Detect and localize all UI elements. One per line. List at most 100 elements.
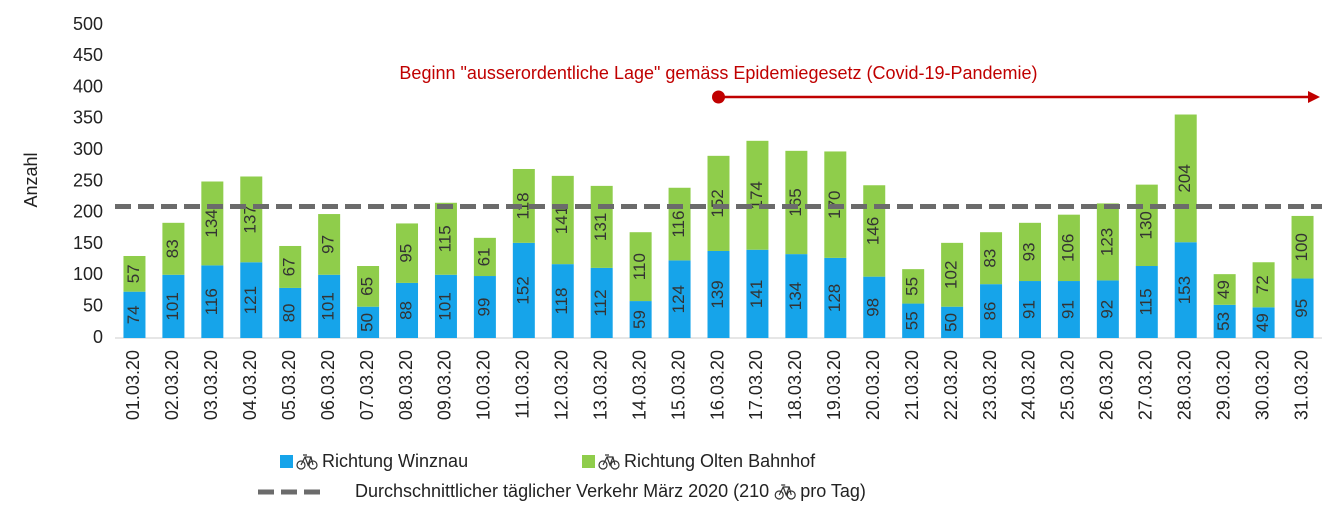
bar-segment xyxy=(318,274,341,338)
data-label: 98 xyxy=(864,298,883,317)
bar-segment xyxy=(1096,203,1119,281)
y-tick-label: 250 xyxy=(73,170,103,190)
data-label: 93 xyxy=(1019,242,1038,261)
bar-segment xyxy=(551,175,574,265)
bar-segment xyxy=(824,257,847,338)
x-tick-label: 11.03.20 xyxy=(513,350,533,419)
bar-segment xyxy=(746,249,769,338)
data-label: 50 xyxy=(942,313,961,332)
data-label: 100 xyxy=(1292,233,1311,261)
bar-segment xyxy=(1213,274,1236,305)
bar-segment xyxy=(1174,242,1197,338)
data-label: 118 xyxy=(513,192,532,219)
data-label: 49 xyxy=(1253,313,1272,332)
data-label: 49 xyxy=(1214,280,1233,299)
data-label: 74 xyxy=(124,305,143,324)
x-tick-label: 29.03.20 xyxy=(1213,350,1233,420)
data-label: 112 xyxy=(591,289,610,316)
x-tick-label: 08.03.20 xyxy=(396,350,416,420)
data-label: 110 xyxy=(630,253,649,280)
data-label: 53 xyxy=(1214,312,1233,331)
bar-segment xyxy=(1135,266,1158,338)
y-tick-label: 50 xyxy=(83,295,103,315)
data-label: 97 xyxy=(319,235,338,254)
bar-segment xyxy=(1291,215,1314,279)
y-axis-title: Anzahl xyxy=(21,152,41,207)
data-label: 72 xyxy=(1253,275,1272,294)
bar-segment xyxy=(941,242,964,307)
bar-segment xyxy=(668,260,691,338)
data-label: 116 xyxy=(202,288,221,315)
bar-segment xyxy=(785,150,808,255)
bike-wheel xyxy=(774,490,784,500)
x-tick-label: 20.03.20 xyxy=(863,350,883,420)
data-label: 91 xyxy=(1019,300,1038,319)
bar-segment xyxy=(473,237,496,277)
bar-segment xyxy=(980,232,1003,285)
bar-segment xyxy=(396,223,419,283)
x-tick-label: 03.03.20 xyxy=(201,350,221,420)
x-tick-label: 23.03.20 xyxy=(980,350,1000,420)
bar-segment xyxy=(512,168,535,243)
data-label: 95 xyxy=(1292,299,1311,318)
y-tick-label: 200 xyxy=(73,202,103,222)
y-tick-label: 350 xyxy=(73,108,103,128)
data-label: 65 xyxy=(358,277,377,296)
bar-segment xyxy=(434,202,457,275)
x-tick-label: 22.03.20 xyxy=(941,350,961,420)
legend-label: Richtung Winznau xyxy=(322,451,468,471)
bar-segment xyxy=(980,284,1003,338)
annotation-dot xyxy=(712,90,725,104)
x-tick-label: 30.03.20 xyxy=(1252,350,1272,420)
y-tick-label: 300 xyxy=(73,139,103,159)
x-tick-label: 19.03.20 xyxy=(824,350,844,420)
bar-segment xyxy=(1018,222,1041,282)
data-label: 116 xyxy=(669,211,688,238)
bike-wheel xyxy=(296,460,306,470)
data-label: 101 xyxy=(163,292,182,320)
data-label: 50 xyxy=(358,313,377,332)
y-tick-label: 150 xyxy=(73,233,103,253)
legend-label: pro Tag) xyxy=(800,481,866,501)
x-tick-label: 21.03.20 xyxy=(902,350,922,420)
data-label: 102 xyxy=(942,261,961,289)
legend-label: Richtung Olten Bahnhof xyxy=(624,451,816,471)
data-label: 92 xyxy=(1097,300,1116,319)
bar-segment xyxy=(396,282,419,338)
x-tick-label: 31.03.20 xyxy=(1291,350,1311,420)
legend-label: Durchschnittlicher täglicher Verkehr Mär… xyxy=(355,481,769,501)
bar-segment xyxy=(318,214,341,275)
bar-segment xyxy=(123,291,146,338)
data-label: 115 xyxy=(1136,288,1155,315)
data-label: 139 xyxy=(708,280,727,308)
data-label: 83 xyxy=(981,249,1000,268)
data-label: 67 xyxy=(280,257,299,276)
data-label: 152 xyxy=(513,276,532,304)
bar-segment xyxy=(1057,214,1080,282)
x-tick-label: 28.03.20 xyxy=(1174,350,1194,420)
data-label: 146 xyxy=(864,217,883,245)
bar-segment xyxy=(1252,307,1275,338)
data-label: 55 xyxy=(903,311,922,330)
data-label: 59 xyxy=(630,310,649,329)
bar-segment xyxy=(240,262,263,338)
x-tick-label: 10.03.20 xyxy=(474,350,494,420)
x-tick-label: 13.03.20 xyxy=(590,350,610,420)
bike-icon xyxy=(296,454,318,470)
x-tick-label: 12.03.20 xyxy=(552,350,572,420)
bar-segment xyxy=(279,287,302,338)
bar-segment xyxy=(1252,262,1275,308)
bar-segment xyxy=(279,245,302,288)
x-tick-label: 02.03.20 xyxy=(162,350,182,420)
data-label: 61 xyxy=(474,247,493,266)
bar-segment xyxy=(590,267,613,338)
data-label: 174 xyxy=(747,181,766,209)
data-label: 83 xyxy=(163,239,182,258)
bar-segment xyxy=(201,181,224,266)
x-tick-label: 01.03.20 xyxy=(123,350,143,420)
bar-segment xyxy=(1096,280,1119,338)
x-tick-label: 04.03.20 xyxy=(240,350,260,420)
bar-segment xyxy=(1291,278,1314,338)
data-label: 99 xyxy=(474,298,493,317)
